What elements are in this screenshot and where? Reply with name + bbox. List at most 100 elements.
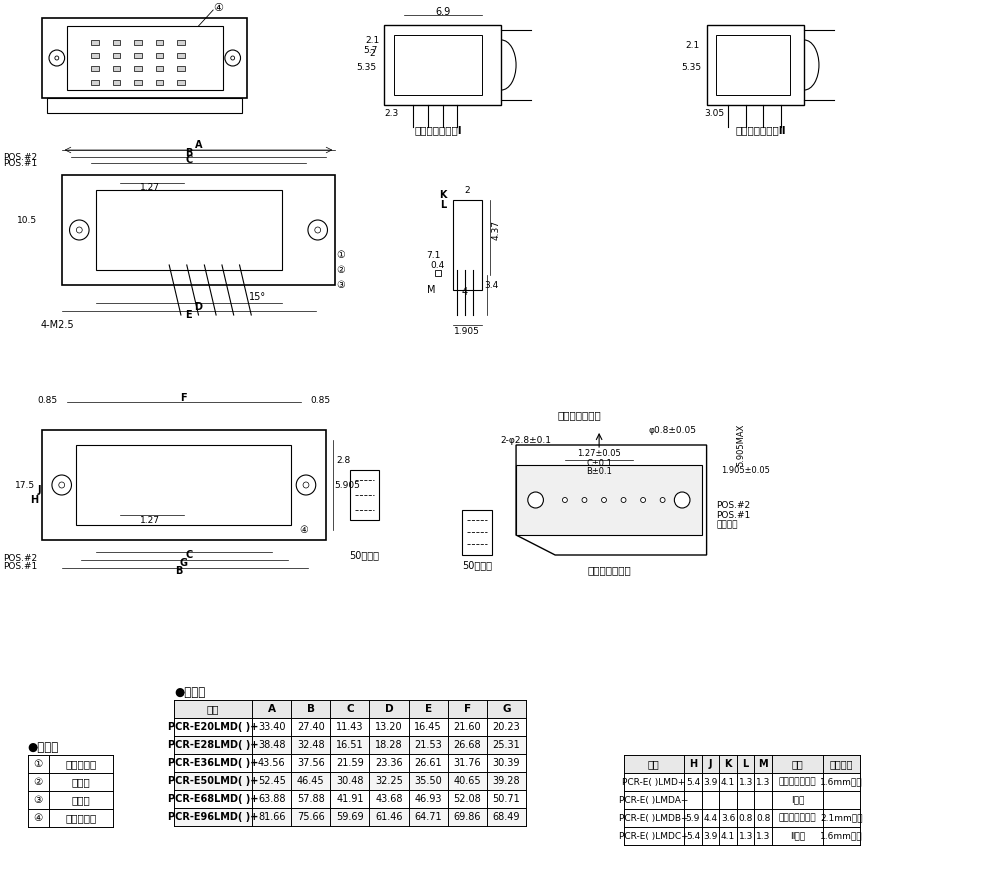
Bar [623, 755, 860, 773]
Text: 1.6mm以下: 1.6mm以下 [820, 831, 863, 840]
Text: A: A [195, 140, 203, 150]
Text: 2.1: 2.1 [686, 41, 700, 50]
Text: 7.1: 7.1 [426, 251, 441, 260]
Text: コンタクト形状Ⅰ: コンタクト形状Ⅰ [414, 125, 461, 135]
Bar [134, 40, 142, 45]
Text: L: L [743, 759, 749, 769]
Text: PCR-E( )LMDA+: PCR-E( )LMDA+ [619, 796, 689, 805]
Text: PCR-E28LMD( )+: PCR-E28LMD( )+ [168, 740, 259, 750]
Text: 4-M2.5: 4-M2.5 [41, 320, 74, 330]
Text: 30.39: 30.39 [493, 758, 520, 768]
Bar [435, 270, 441, 276]
Bar [453, 200, 482, 290]
Bar [716, 35, 789, 95]
Text: G: G [180, 558, 188, 568]
Bar [42, 430, 325, 540]
Text: 5.4: 5.4 [686, 778, 700, 787]
Bar [384, 25, 501, 105]
Circle shape [660, 498, 665, 502]
Text: 5.905: 5.905 [334, 480, 360, 490]
Text: ①: ① [34, 759, 42, 769]
Text: POS.#2: POS.#2 [716, 501, 751, 509]
Text: J: J [708, 759, 712, 769]
Circle shape [602, 498, 607, 502]
Text: 33.40: 33.40 [258, 722, 286, 732]
Text: 63.88: 63.88 [258, 794, 286, 804]
Circle shape [582, 498, 587, 502]
Text: 2.3: 2.3 [385, 108, 399, 117]
Text: POS.#2: POS.#2 [3, 153, 38, 162]
Bar [113, 80, 121, 85]
Text: B±0.1: B±0.1 [586, 467, 612, 476]
Text: 39.28: 39.28 [492, 776, 520, 786]
Text: F: F [181, 393, 187, 403]
Text: J: J [38, 485, 41, 495]
Text: 61.46: 61.46 [375, 812, 403, 822]
Text: 26.68: 26.68 [453, 740, 481, 750]
Text: 2-φ2.8±0.1: 2-φ2.8±0.1 [500, 436, 551, 444]
Text: PCR-E20LMD( )+: PCR-E20LMD( )+ [168, 722, 258, 732]
Text: 52.45: 52.45 [258, 776, 286, 786]
Text: 0.85: 0.85 [37, 396, 57, 404]
Text: 4.1: 4.1 [721, 831, 735, 840]
Text: H: H [31, 495, 39, 505]
Text: 32.48: 32.48 [297, 740, 325, 750]
Text: 3.6: 3.6 [721, 813, 735, 822]
Text: 30.48: 30.48 [336, 776, 364, 786]
Text: 4: 4 [461, 287, 467, 297]
Text: 5.4: 5.4 [686, 831, 700, 840]
Text: 1.905±0.05: 1.905±0.05 [721, 466, 770, 475]
Bar [174, 808, 526, 826]
Text: F: F [463, 704, 470, 714]
Text: 1.27: 1.27 [139, 182, 160, 191]
Text: 21.60: 21.60 [453, 722, 481, 732]
Text: 20.23: 20.23 [492, 722, 520, 732]
Text: POS.#2: POS.#2 [3, 554, 38, 563]
Text: 11.43: 11.43 [336, 722, 364, 732]
Text: POS.#1: POS.#1 [3, 562, 38, 571]
Text: 17.5: 17.5 [15, 480, 35, 490]
Text: 3.4: 3.4 [484, 281, 499, 290]
Text: 6.9: 6.9 [435, 7, 451, 17]
Bar [155, 53, 163, 58]
Text: C: C [185, 550, 193, 560]
Circle shape [675, 492, 690, 508]
Bar [61, 175, 335, 285]
Bar [155, 66, 163, 71]
Bar [42, 18, 247, 98]
Text: φ0.8±0.05: φ0.8±0.05 [648, 426, 697, 435]
Text: POS.#1: POS.#1 [3, 158, 38, 167]
Text: 5.905MAX: 5.905MAX [736, 424, 745, 466]
Text: 21.53: 21.53 [414, 740, 442, 750]
Text: POS.#1: POS.#1 [716, 510, 751, 519]
Text: 0.8: 0.8 [738, 813, 753, 822]
Text: C: C [346, 704, 354, 714]
Text: 59.69: 59.69 [336, 812, 364, 822]
Text: 5.35: 5.35 [681, 62, 701, 71]
Text: 43.68: 43.68 [375, 794, 403, 804]
Text: 52.08: 52.08 [453, 794, 481, 804]
Text: B: B [307, 704, 315, 714]
Bar [47, 98, 242, 113]
Text: ①: ① [336, 250, 345, 260]
Bar [177, 66, 185, 71]
Bar [174, 772, 526, 790]
Text: 1.3: 1.3 [738, 831, 753, 840]
Bar [155, 80, 163, 85]
Text: 38.48: 38.48 [258, 740, 286, 750]
Bar [96, 190, 282, 270]
Text: 0.4: 0.4 [431, 260, 445, 269]
Bar [91, 66, 99, 71]
Bar [91, 40, 99, 45]
Text: 37.56: 37.56 [297, 758, 325, 768]
Text: K: K [724, 759, 732, 769]
Text: 0.85: 0.85 [310, 396, 331, 404]
Text: 32.25: 32.25 [375, 776, 403, 786]
Text: D: D [384, 704, 393, 714]
Bar [350, 470, 379, 520]
Bar [113, 53, 121, 58]
Text: 81.66: 81.66 [258, 812, 286, 822]
Text: M: M [759, 759, 768, 769]
Text: 2: 2 [370, 49, 375, 58]
Text: 57.88: 57.88 [297, 794, 325, 804]
